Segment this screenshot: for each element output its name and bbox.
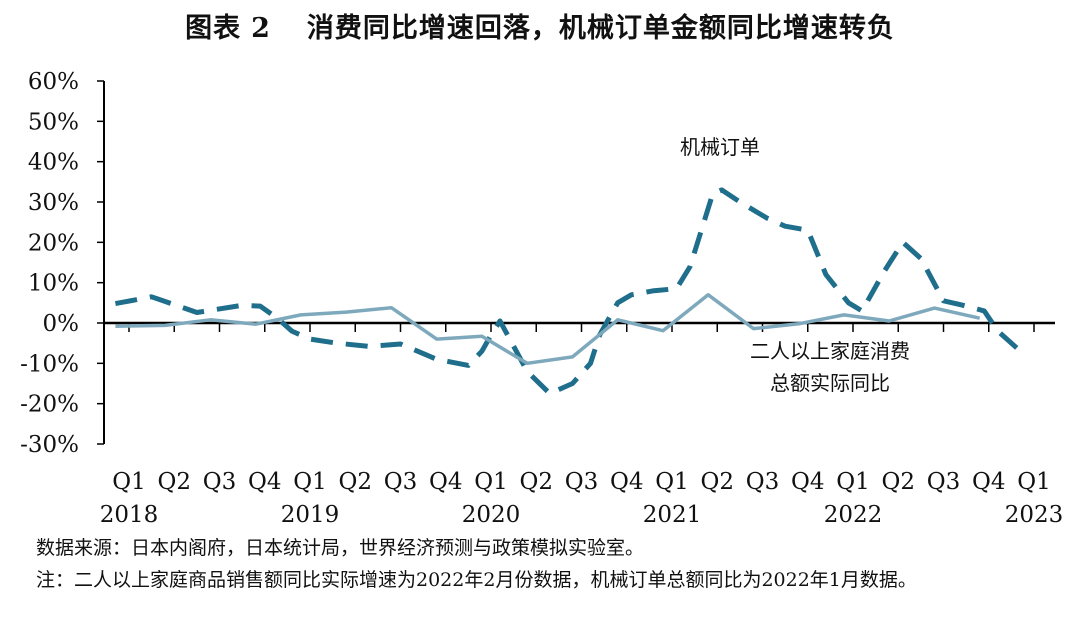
axes — [97, 80, 1055, 445]
x-tick-label: Q4 — [248, 469, 282, 495]
x-tick-label: Q3 — [203, 469, 237, 495]
x-tick-label: Q3 — [746, 469, 780, 495]
y-tick-label: 30% — [28, 190, 79, 216]
y-tick-label: 50% — [28, 109, 79, 135]
x-tick-label: Q2 — [158, 469, 192, 495]
x-year-label: 2021 — [643, 502, 702, 528]
y-axis-labels: 60% 50% 40% 30% 20% 10% 0% -10% -20% -30% — [20, 69, 79, 458]
chart-title: 图表 2 消费同比增速回落，机械订单金额同比增速转负 — [0, 6, 1080, 45]
x-tick-label: Q1 — [112, 469, 146, 495]
x-tick-label: Q4 — [429, 469, 463, 495]
line-chart: 60%50%40%30%20%10%0%-10%-20%-30% Q1 Q2 Q3 Q… — [20, 69, 1064, 528]
x-tick-label: Q4 — [791, 469, 825, 495]
x-tick-label: Q2 — [701, 469, 735, 495]
x-tick-label: Q1 — [474, 469, 508, 495]
y-tick-label: 10% — [28, 271, 79, 297]
source-note: 数据来源：日本内阁府，日本统计局，世界经济预测与政策模拟实验室。 — [36, 537, 645, 559]
series-layer — [114, 187, 1027, 397]
y-tick-label: -10% — [20, 351, 79, 377]
series-label-household-consumption: 二人以上家庭消费 — [750, 339, 910, 363]
x-tick-label: Q2 — [520, 469, 554, 495]
x-tick-label: Q4 — [610, 469, 644, 495]
series-label-machinery-orders: 机械订单 — [680, 135, 760, 159]
figure-number: 2 — [251, 13, 271, 44]
y-tick-label: -30% — [20, 432, 79, 458]
title-text: 消费同比增速回落，机械订单金额同比增速转负 — [306, 13, 895, 44]
y-tick-label: 40% — [28, 150, 79, 176]
x-year-label: 2022 — [824, 502, 883, 528]
x-year-label: 2018 — [100, 502, 159, 528]
series-label-household-consumption: 总额实际同比 — [770, 371, 890, 395]
y-tick-label: 60% — [28, 69, 79, 95]
figure-label: 图表 — [185, 13, 242, 44]
x-axis-labels: Q1 Q2 Q3 Q4 Q1 Q2 Q3 Q4 Q1 Q2 Q3 Q4 Q1 Q2 Q3 Q4 Q1 Q2 Q3 Q4… — [100, 469, 1064, 528]
x-tick-label: Q2 — [882, 469, 916, 495]
x-tick-label: Q2 — [339, 469, 373, 495]
x-year-label: 2019 — [281, 502, 340, 528]
machinery-orders-line — [114, 187, 1027, 397]
y-tick-label: 0% — [43, 311, 80, 337]
x-tick-label: Q1 — [293, 469, 327, 495]
household-consumption-line — [115, 293, 981, 366]
footnote: 注：二人以上家庭商品销售额同比实际增速为2022年2月份数据，机械订单总额同比为… — [36, 569, 917, 591]
x-tick-label: Q3 — [565, 469, 599, 495]
x-year-label: 2020 — [462, 502, 521, 528]
x-tick-label: Q1 — [1017, 469, 1051, 495]
x-tick-label: Q3 — [384, 469, 418, 495]
x-tick-label: Q1 — [655, 469, 689, 495]
y-tick-label: -20% — [20, 392, 79, 418]
y-tick-label: 20% — [28, 230, 79, 256]
x-tick-label: Q1 — [836, 469, 870, 495]
x-tick-label: Q4 — [972, 469, 1006, 495]
x-tick-label: Q3 — [927, 469, 961, 495]
x-year-label: 2023 — [1005, 502, 1064, 528]
